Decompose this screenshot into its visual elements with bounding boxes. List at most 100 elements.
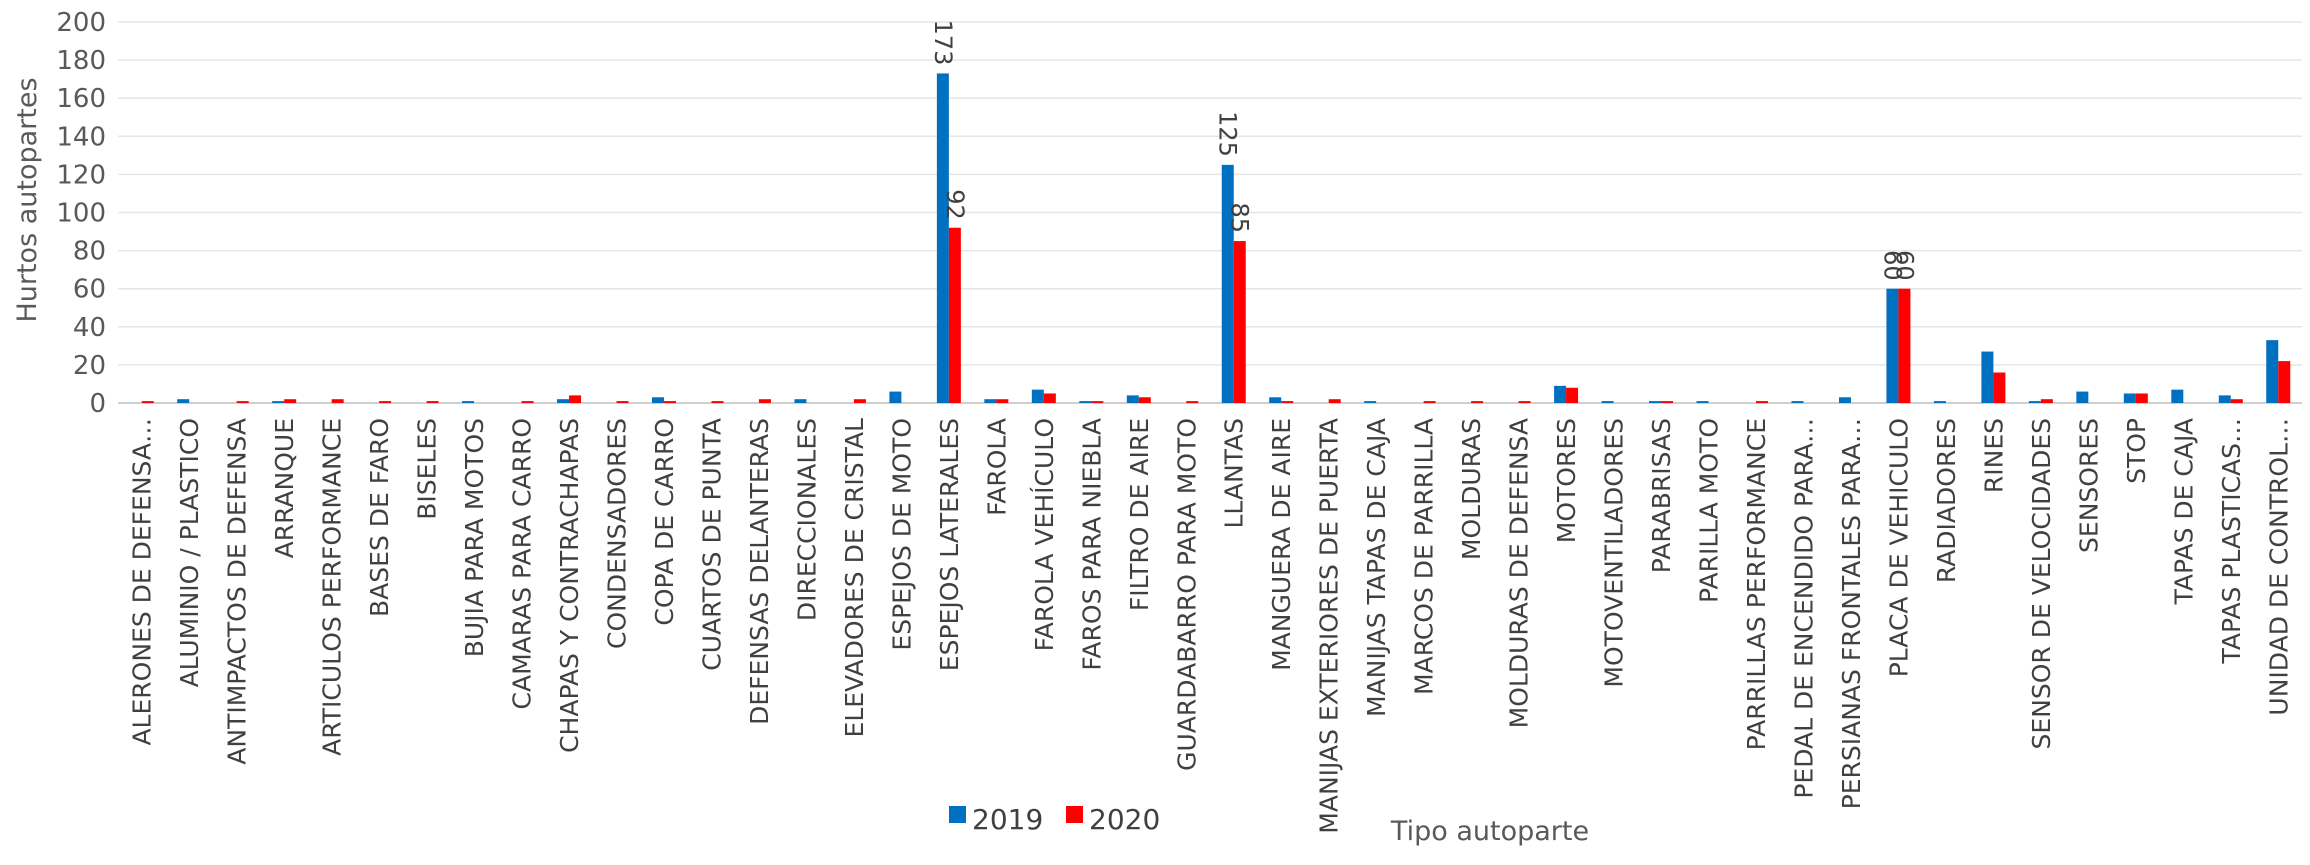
- y-tick-label: 160: [56, 84, 106, 114]
- y-tick-label: 40: [73, 313, 106, 343]
- y-tick-label: 0: [89, 389, 106, 419]
- bar-2019-16: [889, 391, 902, 403]
- category-label: PLACA DE VEHICULO: [1884, 418, 1913, 677]
- bar-2020-19: [1043, 393, 1056, 403]
- category-label: MANIJAS EXTERIORES DE PUERTA: [1315, 418, 1344, 834]
- bar-2020-32: [1661, 401, 1674, 403]
- bar-2019-42: [2123, 393, 2136, 403]
- bar-2019-11: [652, 397, 664, 403]
- bar-2020-44: [2230, 399, 2243, 403]
- legend-swatch-2020: [1066, 806, 1083, 823]
- bar-2020-34: [1756, 401, 1768, 403]
- bar-2020-4: [331, 399, 344, 403]
- gridlines: [118, 21, 2302, 404]
- bar-2019-21: [1126, 395, 1139, 403]
- x-axis-categories: ALERONES DE DEFENSA… ALUMINIO / PLASTICO A…: [128, 418, 2294, 834]
- bar-2019-39: [1981, 351, 1994, 403]
- bar-2019-43: [2171, 389, 2184, 403]
- category-label: ARTICULOS PERFORMANCE: [318, 418, 347, 756]
- data-label-2020-17: 92: [941, 189, 969, 220]
- category-label: PARABRISAS: [1647, 418, 1676, 573]
- category-label: PERSIANAS FRONTALES PARA…: [1837, 418, 1866, 809]
- bar-2020-5: [379, 401, 392, 403]
- y-tick-label: 60: [73, 275, 106, 305]
- category-label: ARRANQUE: [270, 418, 299, 558]
- category-label: SENSORES: [2074, 418, 2103, 553]
- bar-2020-17: [948, 227, 961, 403]
- data-label-2019-37: 60: [1878, 250, 1906, 281]
- category-label: CAMARAS PARA CARRO: [508, 418, 537, 709]
- category-label: FILTRO DE AIRE: [1125, 418, 1154, 611]
- bar-2020-22: [1186, 401, 1199, 403]
- category-label: RADIADORES: [1932, 418, 1961, 583]
- category-label: MARCOS DE PARRILLA: [1410, 418, 1439, 695]
- bar-2020-24: [1281, 401, 1294, 403]
- bar-2019-31: [1601, 401, 1614, 403]
- bar-2020-10: [616, 401, 629, 403]
- bar-2019-44: [2218, 395, 2231, 403]
- category-label: LLANTAS: [1220, 418, 1249, 529]
- data-label-2019-17: 173: [929, 20, 957, 66]
- bar-2020-3: [284, 399, 297, 403]
- legend-label-2020: 2020: [1089, 803, 1160, 836]
- y-axis-title: Hurtos autopartes: [12, 77, 43, 322]
- category-label: STOP: [2122, 418, 2151, 484]
- bar-2020-9: [569, 395, 582, 403]
- bar-2020-30: [1566, 387, 1579, 403]
- y-tick-label: 140: [56, 122, 106, 152]
- category-label: COPA DE CARRO: [650, 418, 679, 626]
- bar-2019-7: [462, 401, 475, 403]
- bar-2020-45: [2278, 361, 2291, 403]
- bars: [141, 73, 2291, 403]
- category-label: CONDENSADORES: [603, 418, 632, 649]
- bar-2019-45: [2266, 340, 2279, 403]
- category-label: TAPAS PLASTICAS…: [2217, 418, 2246, 664]
- y-tick-label: 200: [56, 8, 106, 38]
- category-label: ANTIMPACTOS DE DEFENSA: [223, 418, 252, 765]
- category-label: MOTORES: [1552, 418, 1581, 543]
- bar-2019-35: [1791, 401, 1804, 403]
- category-label: ALUMINIO / PLASTICO: [175, 418, 204, 687]
- bar-2020-6: [426, 401, 439, 403]
- category-label: TAPAS DE CAJA: [2169, 418, 2198, 605]
- bar-2019-1: [177, 399, 190, 403]
- data-label-2020-23: 85: [1226, 203, 1254, 234]
- category-label: MOLDURAS: [1457, 418, 1486, 560]
- category-label: ESPEJOS LATERALES: [935, 418, 964, 671]
- bar-2020-15: [853, 399, 866, 403]
- y-tick-label: 180: [56, 46, 106, 76]
- category-label: PEDAL DE ENCENDIDO PARA…: [1789, 418, 1818, 799]
- legend-label-2019: 2019: [972, 803, 1043, 836]
- category-label: CUARTOS DE PUNTA: [697, 418, 726, 671]
- bar-2019-9: [557, 399, 570, 403]
- bar-2020-13: [758, 399, 771, 403]
- legend-swatch-2019: [949, 806, 966, 823]
- category-label: RINES: [1979, 418, 2008, 493]
- legend: 2019 2020: [949, 803, 1160, 836]
- category-label: GUARDABARRO PARA MOTO: [1172, 418, 1201, 771]
- bar-2020-42: [2135, 393, 2148, 403]
- bar-2020-8: [521, 401, 534, 403]
- bar-2019-20: [1079, 401, 1092, 403]
- bar-2019-32: [1649, 401, 1662, 403]
- category-label: ESPEJOS DE MOTO: [887, 418, 916, 651]
- bar-2019-37: [1886, 288, 1899, 403]
- bar-2020-12: [711, 401, 724, 403]
- bar-2020-28: [1471, 401, 1484, 403]
- bar-2020-2: [236, 401, 249, 403]
- bar-2020-20: [1091, 401, 1104, 403]
- bar-2020-25: [1328, 399, 1341, 403]
- bar-2019-18: [984, 399, 997, 403]
- category-label: FAROLA VEHÍCULO: [1030, 418, 1059, 651]
- category-label: UNIDAD DE CONTROL…: [2264, 418, 2293, 716]
- category-label: PARRILLAS PERFORMANCE: [1742, 418, 1771, 750]
- bar-2019-41: [2076, 391, 2089, 403]
- bar-2019-19: [1031, 389, 1044, 403]
- bar-2020-29: [1518, 401, 1531, 403]
- category-label: MOLDURAS DE DEFENSA: [1505, 418, 1534, 728]
- bar-2020-39: [1993, 372, 2006, 403]
- y-tick-label: 100: [56, 199, 106, 229]
- bar-2019-23: [1221, 164, 1234, 403]
- bar-2019-24: [1269, 397, 1282, 403]
